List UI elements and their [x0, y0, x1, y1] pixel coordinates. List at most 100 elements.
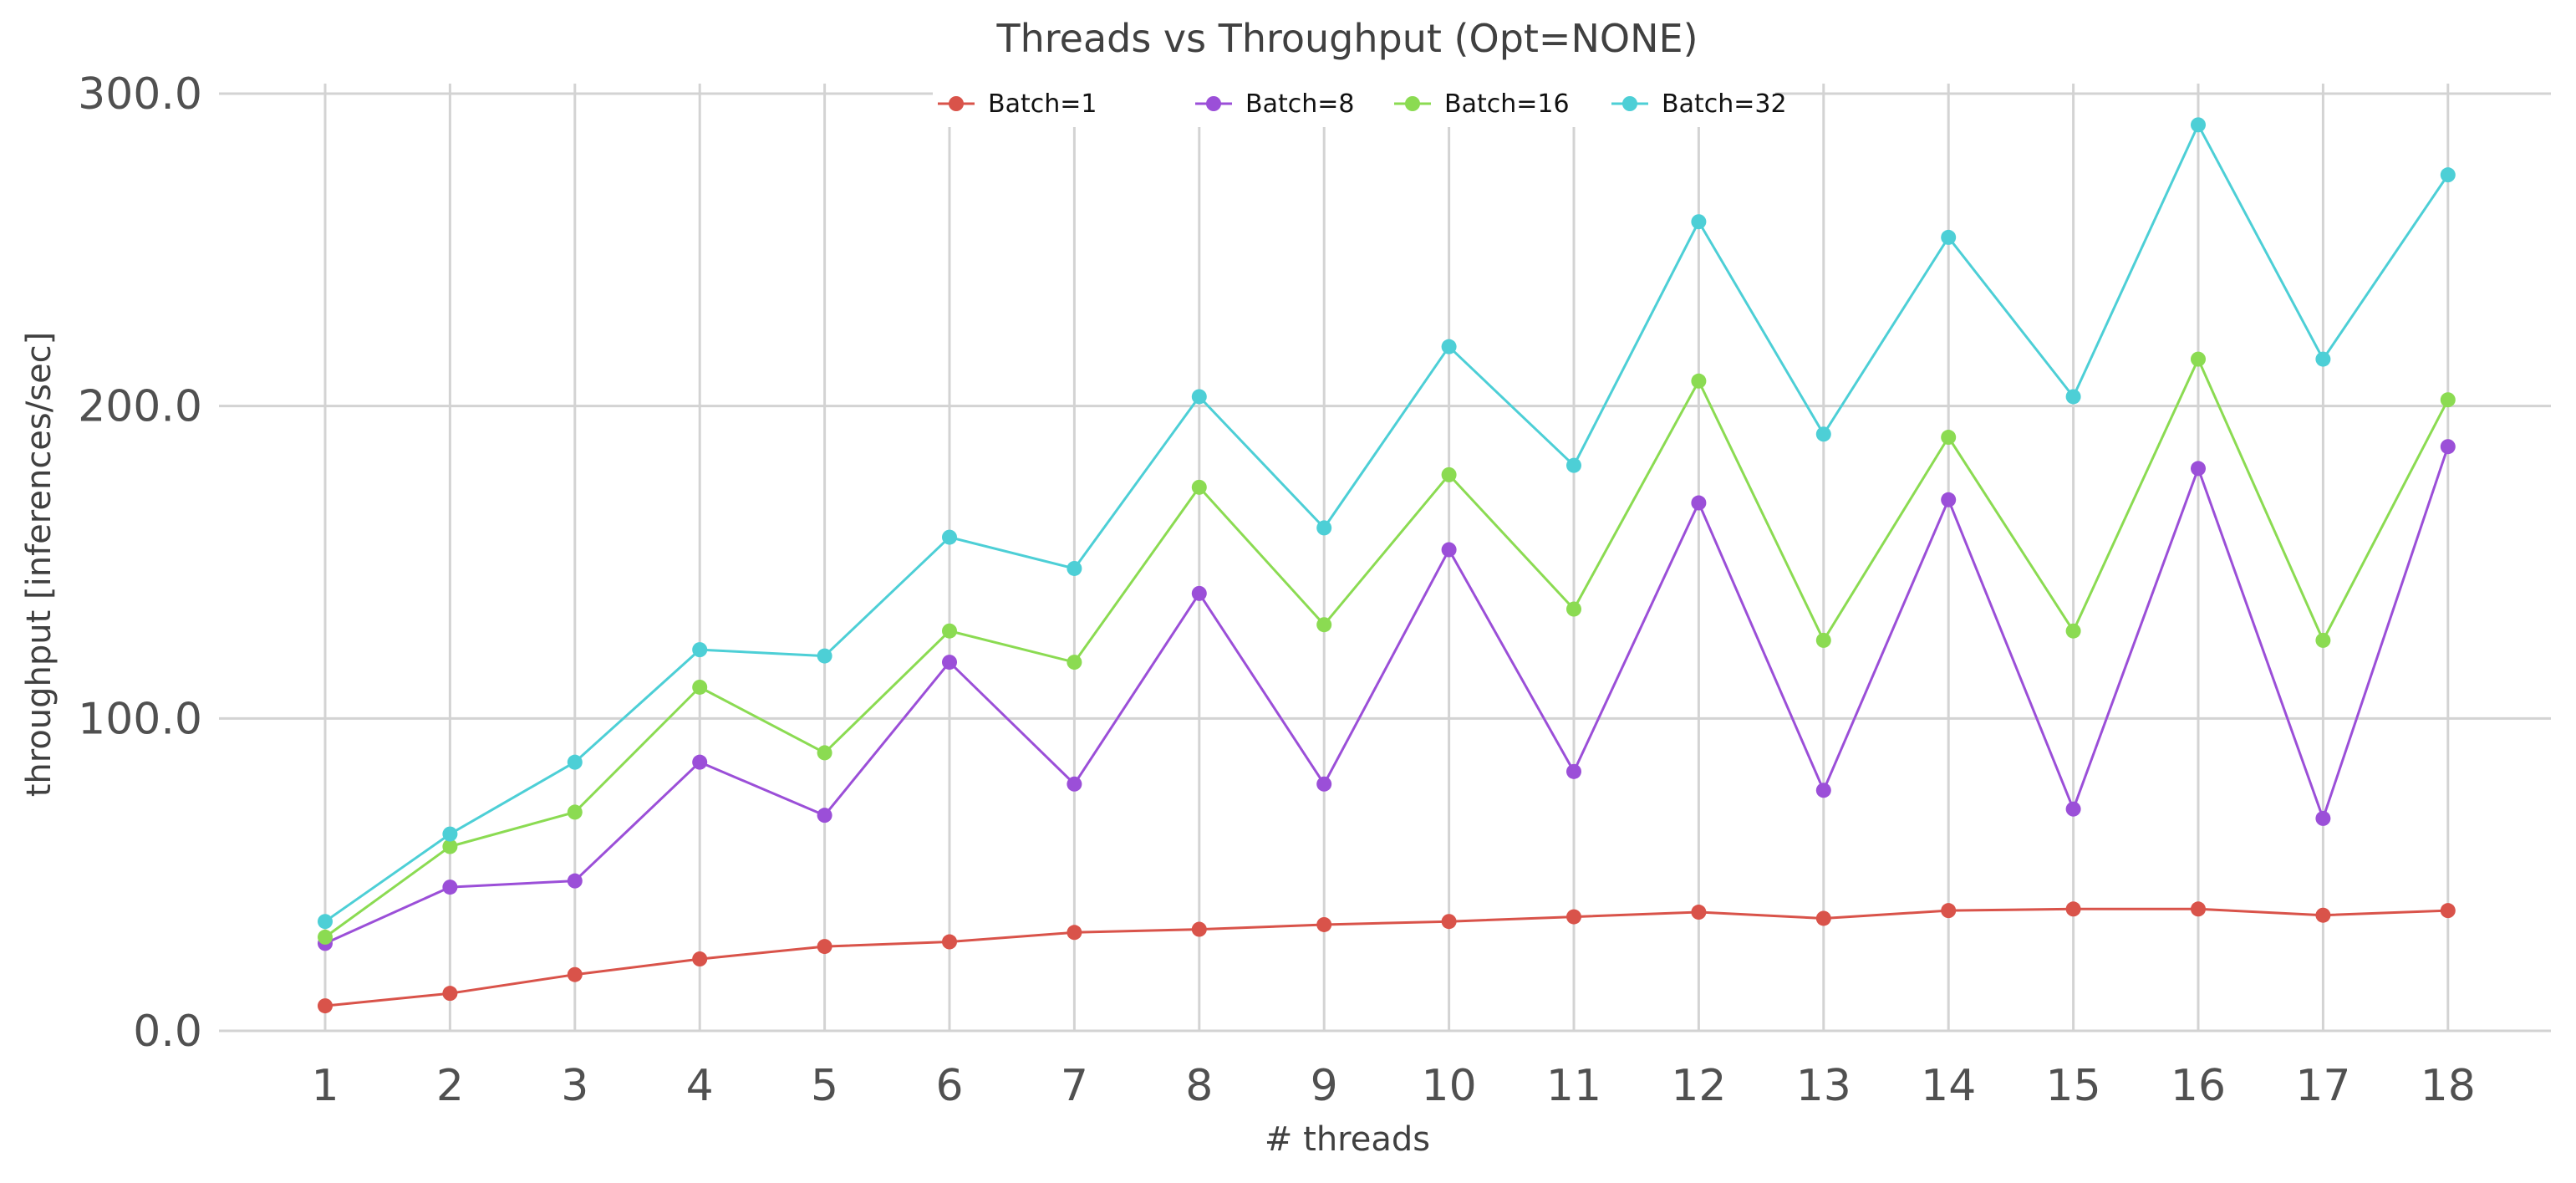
data-point	[1941, 229, 1957, 245]
x-tick-label: 6	[935, 1061, 963, 1111]
data-point	[692, 679, 708, 695]
data-point	[1067, 560, 1082, 576]
legend-entry: Batch=32	[1611, 89, 1787, 119]
legend-label: Batch=16	[1444, 89, 1570, 119]
x-tick-label: 7	[1061, 1061, 1088, 1111]
data-point	[1691, 905, 1707, 920]
y-tick-label: 0.0	[133, 1007, 202, 1057]
data-point	[2315, 351, 2331, 367]
data-point	[1566, 457, 1581, 473]
legend-label: Batch=8	[1245, 89, 1354, 119]
legend-label: Batch=32	[1662, 89, 1787, 119]
data-point	[2191, 117, 2206, 133]
gridlines	[219, 84, 2551, 1033]
data-point	[1815, 783, 1831, 798]
data-point	[567, 966, 583, 982]
legend-marker	[949, 96, 964, 111]
series-line	[324, 358, 2450, 939]
data-point	[2191, 901, 2206, 917]
data-point	[1067, 655, 1082, 671]
data-point	[2315, 632, 2331, 648]
x-tick-label: 18	[2421, 1061, 2476, 1111]
data-point	[2065, 389, 2081, 405]
legend-entry: Batch=16	[1394, 89, 1570, 119]
data-point	[2065, 801, 2081, 817]
x-tick-label: 10	[1422, 1061, 1477, 1111]
data-point	[2440, 167, 2456, 183]
x-tick-label: 12	[1671, 1061, 1726, 1111]
data-point	[692, 642, 708, 658]
data-point	[1316, 520, 1332, 536]
data-point	[1941, 903, 1957, 919]
data-point	[2065, 623, 2081, 639]
x-tick-label: 15	[2046, 1061, 2101, 1111]
data-point	[567, 804, 583, 820]
data-point	[442, 880, 458, 895]
x-tick-label: 13	[1796, 1061, 1851, 1111]
data-point	[692, 754, 708, 770]
data-point	[1191, 585, 1207, 601]
data-point	[318, 914, 333, 930]
data-point	[567, 754, 583, 770]
series-group	[318, 117, 2456, 1014]
x-tick-label: 9	[1311, 1061, 1338, 1111]
y-axis-ticks: 0.0 100.0 200.0 300.0	[78, 69, 202, 1057]
y-tick-label: 100.0	[78, 694, 202, 744]
data-point	[942, 934, 957, 950]
x-tick-label: 14	[1921, 1061, 1976, 1111]
data-point	[1316, 617, 1332, 633]
x-tick-label: 4	[686, 1061, 714, 1111]
data-point	[1067, 925, 1082, 941]
data-point	[2440, 392, 2456, 408]
legend-marker	[1622, 96, 1637, 111]
x-tick-label: 3	[561, 1061, 588, 1111]
data-point	[1815, 632, 1831, 648]
data-point	[2440, 903, 2456, 919]
x-tick-label: 8	[1185, 1061, 1213, 1111]
data-point	[442, 986, 458, 1002]
data-point	[817, 648, 832, 664]
x-axis-ticks: 1 2 3 4 5 6 7 8 9 10 11 12 13 14 15 16 17 18	[311, 1061, 2475, 1111]
data-point	[1691, 373, 1707, 389]
legend-entry: Batch=1	[938, 89, 1097, 119]
y-tick-label: 300.0	[78, 69, 202, 120]
data-point	[1815, 910, 1831, 926]
data-point	[2440, 439, 2456, 455]
data-point	[1691, 495, 1707, 511]
series-1	[318, 901, 2456, 1014]
x-tick-label: 2	[436, 1061, 464, 1111]
data-point	[942, 529, 957, 545]
data-point	[817, 745, 832, 761]
data-point	[1566, 601, 1581, 617]
data-point	[1566, 909, 1581, 925]
data-point	[2191, 461, 2206, 477]
data-point	[318, 929, 333, 945]
data-point	[2315, 907, 2331, 923]
series-3	[318, 351, 2456, 945]
x-axis-label: # threads	[1265, 1120, 1430, 1159]
data-point	[1441, 339, 1457, 354]
data-point	[817, 808, 832, 824]
data-point	[2191, 351, 2206, 367]
data-point	[1566, 763, 1581, 779]
x-tick-label: 17	[2295, 1061, 2350, 1111]
data-point	[442, 826, 458, 842]
legend-marker	[1206, 96, 1221, 111]
data-point	[1941, 430, 1957, 446]
data-point	[2065, 901, 2081, 917]
data-point	[442, 839, 458, 854]
data-point	[942, 655, 957, 671]
legend-entry: Batch=8	[1195, 89, 1354, 119]
data-point	[1441, 914, 1457, 930]
data-point	[1441, 542, 1457, 558]
data-point	[1191, 479, 1207, 495]
data-point	[2315, 810, 2331, 826]
x-tick-label: 16	[2171, 1061, 2226, 1111]
data-point	[1316, 916, 1332, 932]
data-point	[1067, 776, 1082, 792]
legend-label: Batch=1	[988, 89, 1097, 119]
series-2	[318, 439, 2456, 951]
x-tick-label: 1	[311, 1061, 339, 1111]
y-tick-label: 200.0	[78, 382, 202, 432]
data-point	[1316, 776, 1332, 792]
